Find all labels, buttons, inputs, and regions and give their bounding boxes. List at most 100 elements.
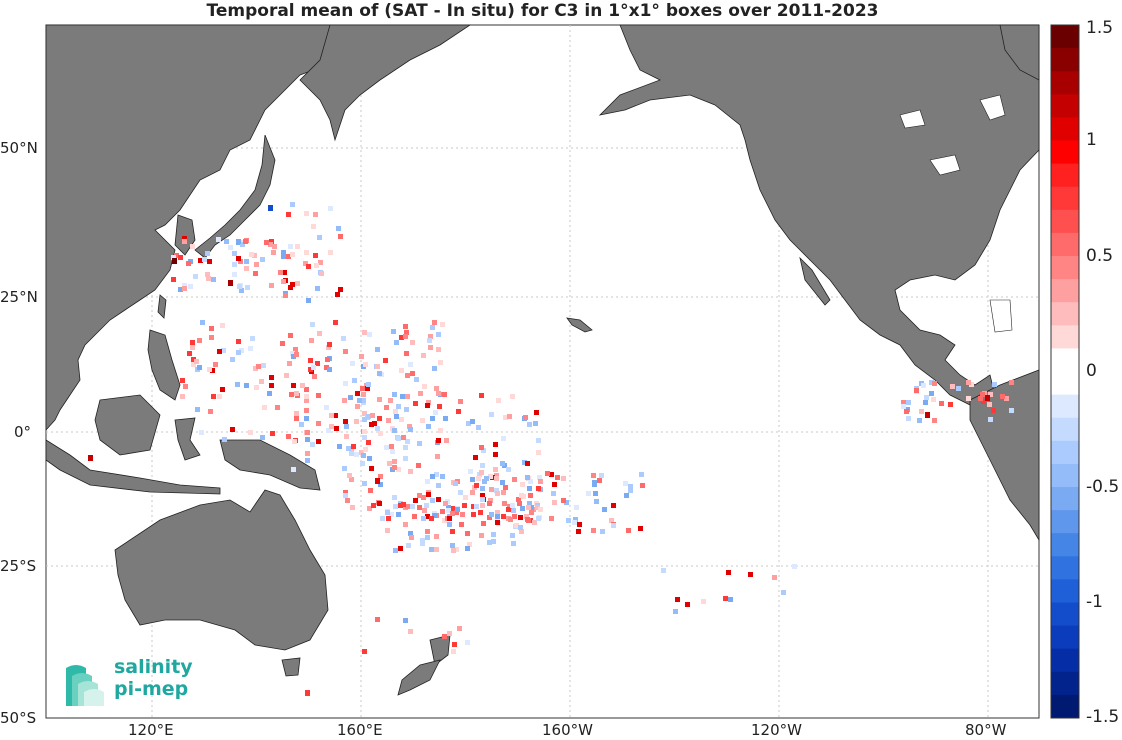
data-cell xyxy=(573,517,578,522)
data-cell xyxy=(523,415,528,420)
data-cell xyxy=(200,320,205,325)
data-cell xyxy=(931,397,936,402)
data-cell xyxy=(494,473,499,478)
data-cell xyxy=(673,609,678,614)
data-cell xyxy=(425,403,430,408)
data-cell xyxy=(269,375,274,380)
data-cell xyxy=(230,427,235,432)
data-cell xyxy=(343,349,348,354)
data-cell xyxy=(260,435,265,440)
data-cell xyxy=(211,277,216,282)
data-cell xyxy=(375,347,380,352)
data-cell xyxy=(190,340,195,345)
data-cell xyxy=(460,512,465,517)
data-cell xyxy=(410,504,415,509)
data-cell xyxy=(511,508,516,513)
data-cell xyxy=(405,439,410,444)
colorbar-segment xyxy=(1051,94,1079,118)
data-cell xyxy=(236,239,241,244)
colorbar-segment xyxy=(1051,25,1079,49)
data-cell xyxy=(640,483,645,488)
data-cell xyxy=(447,516,452,521)
data-cell xyxy=(217,349,222,354)
data-cell xyxy=(355,404,360,409)
data-cell xyxy=(906,400,911,405)
colorbar-segment xyxy=(1051,694,1079,719)
data-cell xyxy=(626,528,631,533)
data-cell xyxy=(329,424,334,429)
data-cell xyxy=(253,271,258,276)
data-cell xyxy=(313,212,318,217)
data-cell xyxy=(536,438,541,443)
data-cell xyxy=(781,590,786,595)
data-cell xyxy=(191,362,196,367)
data-cell xyxy=(574,505,579,510)
data-cell xyxy=(187,351,192,356)
data-cell xyxy=(489,487,494,492)
data-cell xyxy=(392,459,397,464)
data-cell xyxy=(511,541,516,546)
data-cell xyxy=(405,373,410,378)
data-cell xyxy=(220,323,225,328)
land xyxy=(45,24,1040,696)
greenland xyxy=(999,24,1040,81)
hawaii xyxy=(566,317,593,333)
data-cell xyxy=(561,498,566,503)
data-cell xyxy=(422,384,427,389)
data-cell xyxy=(281,254,286,259)
data-cell xyxy=(260,257,265,262)
data-cell xyxy=(904,409,909,414)
data-cell xyxy=(254,385,259,390)
south-america xyxy=(969,369,1040,542)
data-cell xyxy=(772,575,777,580)
data-cell xyxy=(950,384,955,389)
data-cell xyxy=(245,285,250,290)
data-cell xyxy=(313,253,318,258)
data-cell xyxy=(278,270,283,275)
data-cell xyxy=(452,642,457,647)
data-cell xyxy=(205,272,210,277)
data-cell xyxy=(428,345,433,350)
data-cell xyxy=(488,474,493,479)
data-cell xyxy=(372,421,377,426)
colorbar-segment xyxy=(1051,163,1079,188)
data-cell xyxy=(294,416,299,421)
data-cell xyxy=(480,503,485,508)
data-cell xyxy=(290,351,295,356)
borneo xyxy=(94,394,161,456)
data-cell xyxy=(489,512,494,517)
data-cell xyxy=(362,411,367,416)
data-cell xyxy=(611,523,616,528)
data-cell xyxy=(517,501,522,506)
data-cell xyxy=(392,465,397,470)
data-cell xyxy=(333,320,338,325)
data-cell xyxy=(290,252,295,257)
data-cell xyxy=(507,414,512,419)
data-cell xyxy=(528,493,533,498)
data-cell xyxy=(510,503,515,508)
data-cell xyxy=(369,466,374,471)
data-cell xyxy=(254,262,259,267)
data-cell xyxy=(253,366,258,371)
data-cell xyxy=(180,394,185,399)
colorbar-segment xyxy=(1051,556,1079,580)
data-cell xyxy=(408,629,413,634)
data-cell xyxy=(384,405,389,410)
data-cell xyxy=(238,259,243,264)
data-cell xyxy=(602,507,607,512)
data-cell xyxy=(427,338,432,343)
data-cell xyxy=(436,347,441,352)
data-cell xyxy=(264,240,269,245)
data-cell xyxy=(366,382,371,387)
colorbar-segment xyxy=(1051,325,1079,349)
data-cell xyxy=(190,244,195,249)
data-cell xyxy=(462,503,467,508)
lat-label-eq: 0° xyxy=(14,423,32,441)
data-cell xyxy=(354,419,359,424)
data-cell xyxy=(392,428,397,433)
chart-title: Temporal mean of (SAT - In situ) for C3 … xyxy=(206,1,879,21)
australia xyxy=(114,489,329,651)
new-guinea xyxy=(219,439,321,491)
data-cell xyxy=(304,211,309,216)
data-cell xyxy=(360,386,365,391)
